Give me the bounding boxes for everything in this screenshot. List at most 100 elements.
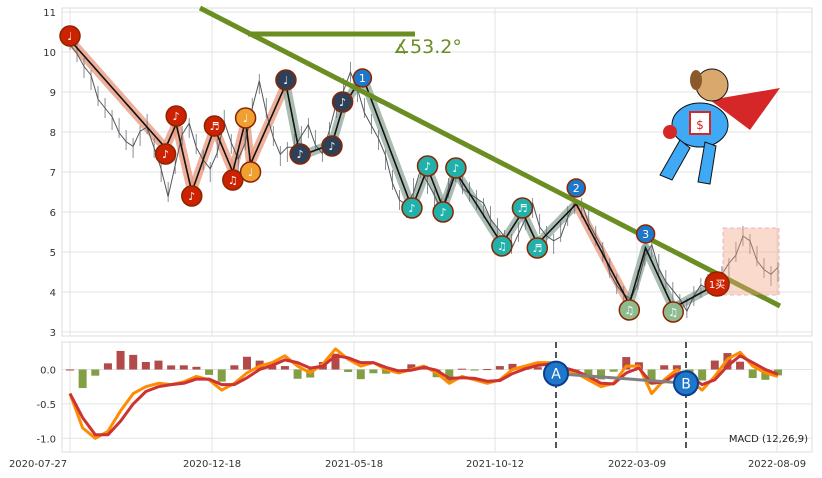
x-tick-label: 2021-10-12 (466, 459, 524, 470)
marker-label: ♫ (228, 174, 238, 187)
superhero-dog-illustration: $ (659, 68, 780, 185)
price-y-tick-label: 11 (43, 8, 56, 19)
x-tick-label: 2020-07-27 (9, 459, 67, 470)
marker-label: ♫ (497, 240, 507, 253)
marker-circle (234, 107, 257, 129)
macd-histogram-bar (761, 369, 770, 380)
macd-histogram-bar (445, 369, 454, 383)
macd-histogram-bar (407, 364, 416, 370)
macd-histogram-bar (672, 365, 681, 370)
marker-label: ♪ (339, 96, 346, 109)
marker-label: ♪ (328, 140, 335, 153)
macd-histogram-bar (736, 361, 745, 370)
marker-label: ♪ (297, 148, 304, 161)
macd-histogram-bar (533, 367, 542, 370)
marker-circle (618, 299, 641, 321)
macd-histogram-bar (243, 356, 251, 370)
marker-label: ♪ (424, 160, 431, 173)
marker-label: ♩ (248, 166, 253, 179)
marker-circle (181, 185, 203, 207)
marker-circle (165, 105, 187, 127)
macd-histogram-bar (129, 354, 138, 370)
macd-histogram-bar (66, 369, 74, 371)
marker-circle (59, 25, 81, 47)
marker-circle (491, 235, 513, 257)
hero-badge (689, 111, 711, 135)
macd-histogram-bar (698, 369, 707, 381)
macd-histogram-bar (748, 369, 757, 378)
x-tick-label: 2022-08-09 (748, 459, 806, 470)
angle-label: ∡53.2° (393, 36, 462, 58)
macd-histogram-bar (192, 366, 201, 370)
macd-legend: MACD (12,26,9) (729, 434, 808, 445)
macd-histogram-bar (103, 363, 112, 370)
trendline (198, 5, 782, 309)
macd-histogram-bar (116, 350, 125, 370)
marker-circle (154, 143, 177, 165)
x-tick-label: 2021-05-18 (325, 459, 383, 470)
macd-histogram-bar (597, 369, 605, 380)
price-y-tick-label: 5 (50, 248, 56, 259)
macd-histogram-bar (356, 369, 365, 380)
macd-histogram-bar (91, 369, 100, 376)
macd-histogram-bar (154, 360, 163, 370)
macd-histogram-bar (344, 369, 353, 373)
macd-histogram-bar (710, 360, 719, 370)
marker-label: 1 (359, 72, 366, 85)
marker-circle (289, 143, 311, 165)
macd-histogram-bar (167, 365, 176, 370)
marker-circle (445, 157, 467, 179)
macd-y-tick-label: 0.0 (40, 366, 56, 377)
macd-histogram-bar (382, 369, 391, 374)
macd-histogram-bar (495, 366, 504, 370)
price-y-tick-label: 8 (50, 128, 56, 139)
macd-histogram-bar (660, 365, 669, 370)
marker-circle (511, 197, 534, 219)
marker-circle (275, 69, 297, 91)
price-y-tick-label: 3 (50, 328, 56, 339)
marker-circle (203, 115, 226, 137)
marker-label: ♪ (173, 110, 180, 123)
macd-histogram-bar (230, 365, 239, 370)
x-tick-label: 2020-12-18 (183, 459, 241, 470)
marker-circle (704, 271, 730, 297)
macd-histogram-bar (647, 369, 656, 385)
marker-circle (331, 91, 354, 113)
marker-label: ♫ (624, 304, 634, 317)
marker-circle (321, 135, 343, 157)
macd-y-tick-label: -1.0 (36, 434, 56, 445)
marker-label: ♬ (517, 202, 527, 215)
marker-label: ♩ (283, 74, 288, 87)
marker-label: ♩ (67, 30, 72, 43)
macd-point-label: B (681, 376, 691, 392)
macd-histogram-bar (179, 365, 188, 370)
macd-histogram-bar (141, 361, 150, 370)
macd-histogram-bar (280, 366, 289, 370)
macd-plot-area (61, 341, 813, 453)
macd-y-tick-label: -0.5 (36, 400, 56, 411)
marker-circle (416, 155, 439, 177)
marker-circle (526, 237, 549, 259)
macd-histogram-bar (584, 369, 593, 377)
marker-label: ♪ (452, 162, 459, 175)
marker-label: 2 (573, 182, 580, 195)
price-y-tick-label: 10 (43, 48, 56, 59)
hero-leg (697, 141, 717, 185)
highlight-box (722, 227, 780, 296)
marker-label: ♬ (209, 120, 219, 133)
marker-circle (432, 201, 454, 223)
hero-cape (710, 88, 780, 130)
macd-histogram-bar (774, 369, 782, 376)
macd-histogram-bar (78, 369, 87, 389)
marker-label: ♪ (188, 190, 195, 203)
macd-histogram-bar (609, 369, 618, 372)
price-y-tick-label: 7 (50, 168, 56, 179)
price-y-tick-label: 9 (50, 88, 56, 99)
marker-circle (352, 68, 373, 88)
price-y-tick-label: 6 (50, 208, 56, 219)
marker-label: 1买 (709, 279, 725, 291)
x-axis: 2020-07-27 2020-12-18 2021-05-18 2021-10-12… (9, 459, 806, 470)
macd-point-label: A (551, 367, 561, 383)
